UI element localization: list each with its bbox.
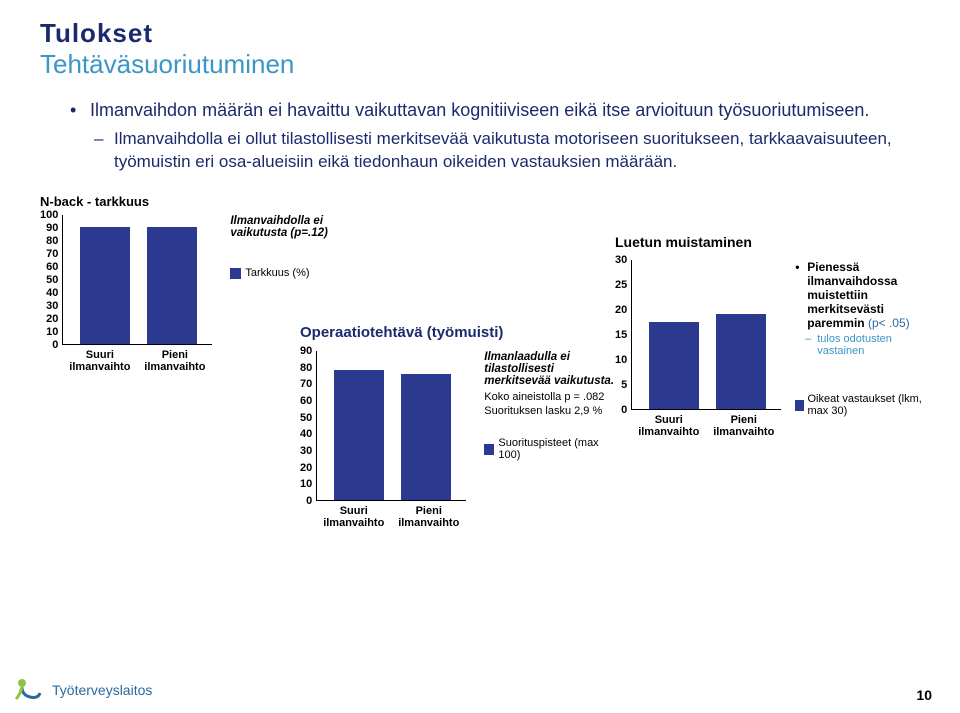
legend-swatch <box>795 400 803 411</box>
page-title: Tulokset Tehtäväsuoriutuminen <box>40 18 920 80</box>
x-label: Pieni ilmanvaihto <box>391 505 466 529</box>
chart-operaatio: Operaatiotehtävä (työmuisti) 90807060504… <box>300 324 614 529</box>
chart2-note: Ilmanlaadulla ei tilastollisesti merkits… <box>484 351 614 417</box>
bar <box>716 314 766 409</box>
title-line2: Tehtäväsuoriutuminen <box>40 49 294 79</box>
bar <box>649 322 699 410</box>
bar <box>80 227 130 344</box>
x-label: Suuri ilmanvaihto <box>631 414 706 438</box>
bullet-1: Ilmanvaihdon määrän ei havaittu vaikutta… <box>70 98 920 122</box>
chart1-note: Ilmanvaihdolla ei vaikutusta (p=.12) <box>230 215 350 239</box>
chart3-plot <box>631 260 781 410</box>
chart1-title: N-back - tarkkuus <box>40 194 350 209</box>
bar <box>401 374 451 501</box>
chart2-legend-label: Suorituspisteet (max 100) <box>498 437 614 461</box>
chart2-note-l2: Suorituksen lasku 2,9 % <box>484 405 614 417</box>
page-number: 10 <box>916 687 932 703</box>
chart3-legend-label: Oikeat vastaukset (lkm, max 30) <box>808 393 926 417</box>
chart2-yaxis: 9080706050403020100 <box>300 351 316 501</box>
bullet-2: Ilmanvaihdolla ei ollut tilastollisesti … <box>94 128 920 174</box>
brand-logo: Työterveyslaitos <box>12 673 152 707</box>
chart1-xlabels: Suuri ilmanvaihtoPieni ilmanvaihto <box>62 349 212 373</box>
brand-text: Työterveyslaitos <box>52 682 152 698</box>
x-label: Suuri ilmanvaihto <box>62 349 137 373</box>
chart2-plot <box>316 351 466 501</box>
chart1-plot <box>62 215 212 345</box>
chart3-note-p: (p< .05) <box>868 316 910 330</box>
chart1-yaxis: 1009080706050403020100 <box>40 215 62 345</box>
bar <box>334 370 384 500</box>
chart3-legend: Oikeat vastaukset (lkm, max 30) <box>795 393 925 417</box>
chart2-legend: Suorituspisteet (max 100) <box>484 437 614 461</box>
chart3-xlabels: Suuri ilmanvaihtoPieni ilmanvaihto <box>631 414 781 438</box>
chart1-legend: Tarkkuus (%) <box>230 267 350 279</box>
chart-luetun: Luetun muistaminen 302520151050 Suuri il… <box>615 234 925 438</box>
chart3-note-sub: tulos odotusten vastainen <box>805 333 925 357</box>
bar <box>147 227 197 344</box>
chart2-note-l1: Koko aineistolla p = .082 <box>484 391 614 403</box>
legend-swatch <box>484 444 494 455</box>
legend-swatch <box>230 268 241 279</box>
x-label: Suuri ilmanvaihto <box>316 505 391 529</box>
chart3-title: Luetun muistaminen <box>615 234 925 250</box>
chart1-legend-label: Tarkkuus (%) <box>245 267 309 279</box>
chart2-title: Operaatiotehtävä (työmuisti) <box>300 324 614 341</box>
chart3-yaxis: 302520151050 <box>615 260 631 410</box>
logo-icon <box>12 673 46 707</box>
chart2-xlabels: Suuri ilmanvaihtoPieni ilmanvaihto <box>316 505 466 529</box>
title-line1: Tulokset <box>40 18 153 48</box>
x-label: Pieni ilmanvaihto <box>137 349 212 373</box>
bullet-list: Ilmanvaihdon määrän ei havaittu vaikutta… <box>70 98 920 174</box>
chart2-note-title: Ilmanlaadulla ei tilastollisesti merkits… <box>484 351 614 387</box>
x-label: Pieni ilmanvaihto <box>706 414 781 438</box>
chart3-note: Pienessä ilmanvaihdossa muistettiin merk… <box>795 260 925 330</box>
